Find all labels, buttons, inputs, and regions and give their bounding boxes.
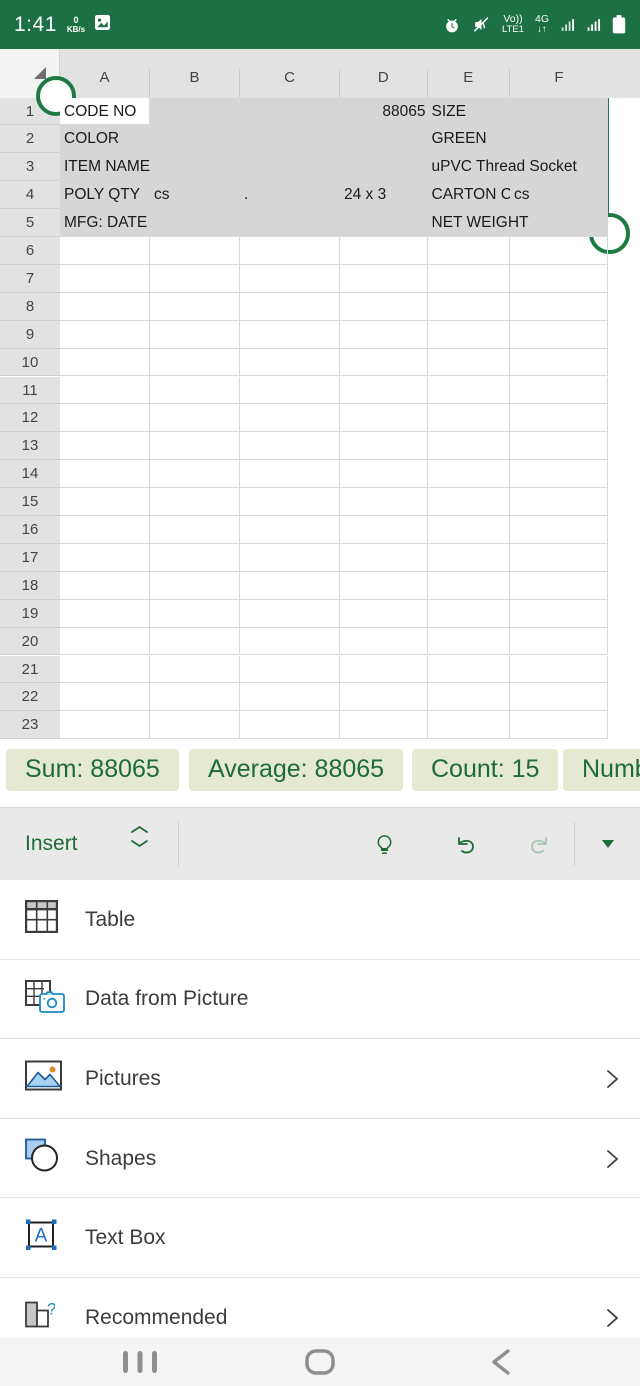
svg-text:A: A — [35, 1225, 48, 1246]
svg-text:?: ? — [47, 1300, 55, 1319]
